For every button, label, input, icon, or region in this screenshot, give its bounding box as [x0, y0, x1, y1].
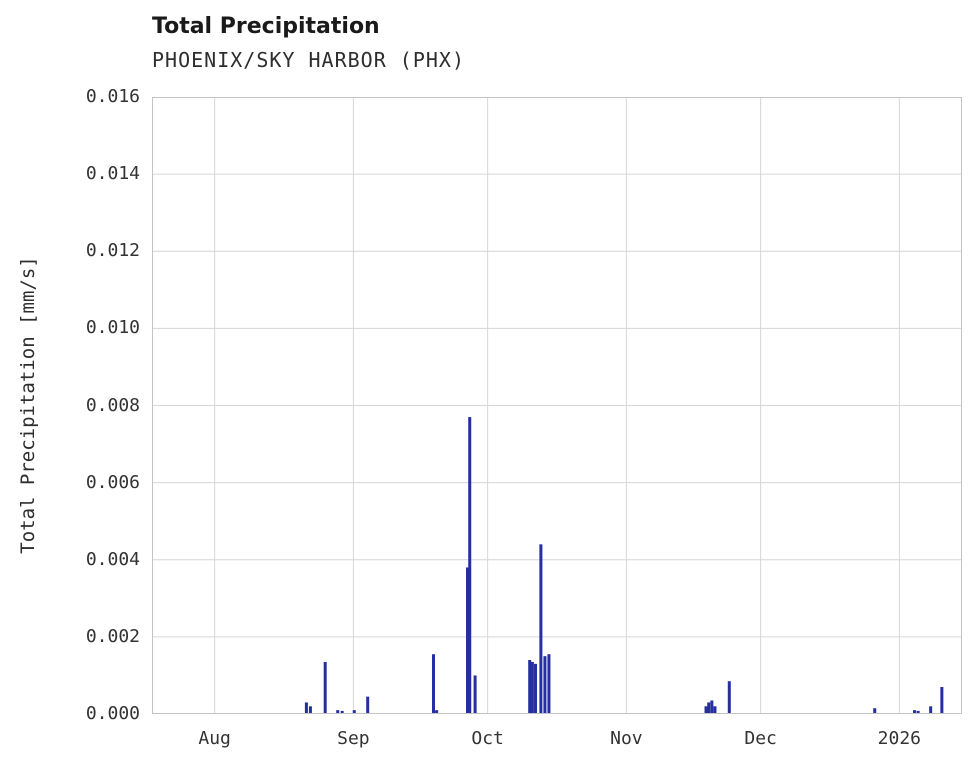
x-tick-label: 2026 [877, 728, 922, 749]
y-tick-label: 0.008 [85, 394, 140, 416]
chart-title: Total Precipitation [152, 14, 380, 39]
chart-subtitle: PHOENIX/SKY HARBOR (PHX) [152, 48, 465, 72]
y-tick-label: 0.016 [85, 86, 140, 107]
precipitation-bar [435, 710, 439, 714]
x-tick-label: Nov [610, 728, 643, 749]
y-tick-label: 0.000 [85, 703, 140, 724]
precipitation-bar [304, 702, 308, 714]
precipitation-bar [704, 706, 708, 714]
precipitation-bar [727, 681, 731, 714]
precipitation-bar [431, 654, 435, 714]
precipitation-bar [308, 706, 312, 714]
precipitation-bar [929, 706, 933, 714]
precipitation-bar [547, 654, 551, 714]
precipitation-bar [873, 708, 877, 714]
x-tick-label: Dec [744, 728, 777, 749]
precipitation-bar [713, 706, 717, 714]
y-tick-label: 0.002 [85, 625, 140, 647]
x-tick-label: Oct [471, 728, 504, 749]
precipitation-bar [340, 710, 344, 714]
plot-border [152, 97, 962, 714]
y-tick-label: 0.004 [85, 548, 140, 570]
precipitation-bar [528, 660, 532, 714]
plot-area [152, 97, 962, 714]
precipitation-bar [366, 696, 370, 714]
precipitation-bar [534, 663, 538, 714]
precipitation-bar [323, 661, 327, 714]
y-tick-label: 0.010 [85, 317, 140, 339]
y-tick-label: 0.014 [85, 163, 140, 185]
precipitation-bar [530, 661, 534, 714]
y-tick-label: 0.012 [85, 240, 140, 262]
x-tick-label: Sep [337, 728, 370, 749]
precipitation-bar [543, 656, 547, 714]
precipitation-bar [707, 702, 711, 714]
precipitation-chart [152, 97, 962, 714]
y-tick-label: 0.006 [85, 471, 140, 493]
x-tick-label: Aug [198, 728, 231, 749]
precipitation-bar [710, 700, 714, 714]
precipitation-bar [473, 675, 477, 714]
precipitation-bar [336, 710, 340, 714]
precipitation-bar [468, 417, 472, 714]
precipitation-bar [916, 710, 920, 714]
precipitation-bar [940, 687, 944, 714]
precipitation-bar [466, 567, 469, 714]
precipitation-bar [539, 544, 543, 714]
precipitation-bar [913, 710, 917, 714]
precipitation-bar [352, 710, 356, 714]
